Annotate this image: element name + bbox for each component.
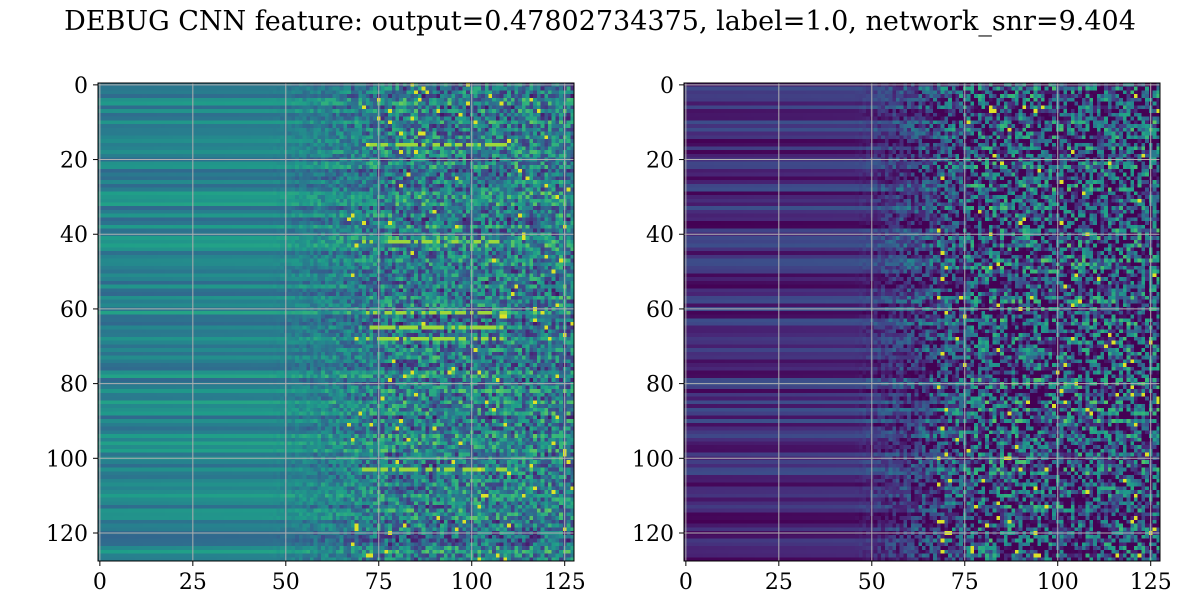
y-tick-label: 40 bbox=[60, 223, 88, 248]
y-tick-label: 60 bbox=[646, 298, 674, 323]
x-tick-label: 25 bbox=[765, 570, 793, 595]
x-tick-label: 125 bbox=[544, 570, 586, 595]
heatmap-panel-left: 0 25 50 75 100 125 0 20 40 60 80 100 120 bbox=[46, 74, 586, 595]
y-tick-label: 0 bbox=[660, 74, 674, 99]
y-tick-label: 100 bbox=[632, 447, 674, 472]
x-tick-label: 100 bbox=[451, 570, 493, 595]
x-tick-label: 50 bbox=[858, 570, 886, 595]
x-tick-label: 50 bbox=[272, 570, 300, 595]
y-tick-label: 60 bbox=[60, 298, 88, 323]
y-tick-label: 0 bbox=[74, 74, 88, 99]
x-tick-label: 100 bbox=[1037, 570, 1079, 595]
y-tick-label: 20 bbox=[60, 149, 88, 174]
x-tick-label: 0 bbox=[679, 570, 693, 595]
heatmap-image bbox=[684, 83, 1160, 561]
figure-suptitle: DEBUG CNN feature: output=0.47802734375,… bbox=[64, 6, 1136, 37]
y-tick-label: 80 bbox=[60, 373, 88, 398]
heatmap-panel-right: 0 25 50 75 100 125 0 20 40 60 80 100 120 bbox=[632, 74, 1172, 595]
heatmap-image bbox=[98, 83, 574, 561]
x-tick-label: 25 bbox=[179, 570, 207, 595]
axes-frame bbox=[683, 82, 1161, 562]
y-tick-label: 40 bbox=[646, 223, 674, 248]
x-tick-label: 75 bbox=[365, 570, 393, 595]
y-tick-label: 80 bbox=[646, 373, 674, 398]
y-tick-label: 100 bbox=[46, 447, 88, 472]
y-tick-label: 120 bbox=[632, 522, 674, 547]
x-tick-label: 0 bbox=[93, 570, 107, 595]
axes-frame bbox=[97, 82, 575, 562]
y-tick-label: 120 bbox=[46, 522, 88, 547]
x-tick-label: 125 bbox=[1130, 570, 1172, 595]
x-tick-label: 75 bbox=[951, 570, 979, 595]
y-tick-label: 20 bbox=[646, 149, 674, 174]
